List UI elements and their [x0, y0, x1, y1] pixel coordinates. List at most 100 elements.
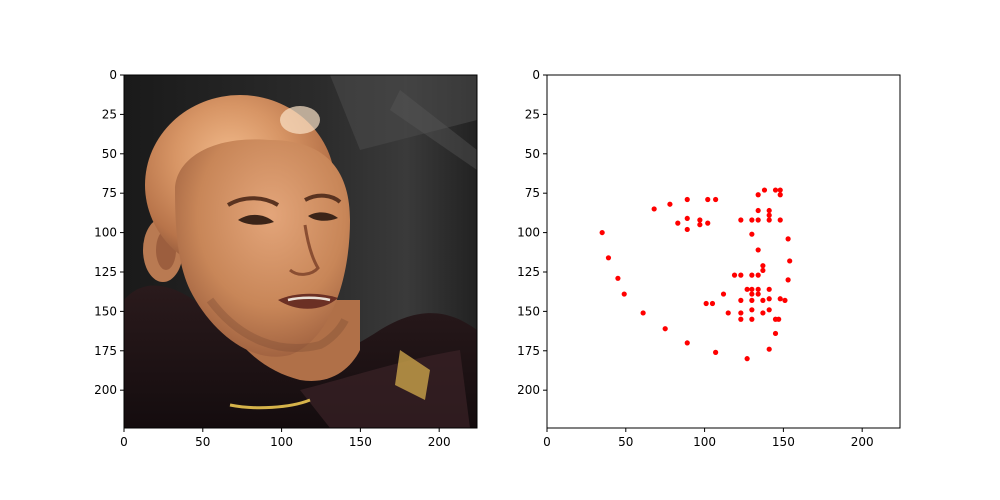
landmark-point — [667, 201, 673, 207]
landmark-point — [713, 349, 719, 355]
landmark-point — [749, 231, 755, 237]
landmark-point — [720, 291, 727, 297]
scatter-points — [599, 187, 793, 362]
landmark-point — [761, 187, 768, 193]
landmark-point — [738, 297, 744, 303]
landmark-point — [772, 187, 779, 193]
landmark-point — [709, 300, 716, 307]
image-y-tick-label: 200 — [94, 383, 117, 397]
landmark-point — [766, 286, 772, 292]
scatter-panel: 0 50 100 150 200 0 25 50 75 100 125 150 175 200 — [517, 68, 901, 449]
landmark-point — [697, 222, 703, 228]
image-y-tick-label: 25 — [102, 107, 117, 121]
landmark-point — [766, 346, 772, 352]
landmark-point — [777, 217, 783, 223]
image-y-tick-label: 175 — [94, 344, 117, 358]
landmark-point — [605, 255, 612, 261]
landmark-point — [755, 192, 761, 198]
landmark-point — [738, 272, 744, 278]
image-x-ticks: 0 50 100 150 200 — [120, 428, 451, 449]
landmark-point — [755, 207, 761, 214]
image-y-tick-label: 125 — [94, 265, 117, 279]
landmark-point — [651, 206, 657, 212]
landmark-point — [684, 196, 690, 203]
landmark-point — [755, 286, 761, 292]
landmark-point — [738, 217, 744, 223]
landmark-point — [749, 316, 755, 322]
landmark-point — [760, 263, 766, 269]
landmark-point — [777, 296, 783, 302]
landmark-point — [777, 192, 783, 198]
image-x-tick-label: 0 — [120, 435, 128, 449]
landmark-point — [615, 275, 621, 281]
landmark-point — [766, 217, 772, 223]
scatter-y-tick-label: 100 — [517, 226, 540, 240]
landmark-point — [755, 291, 761, 297]
landmark-point — [705, 220, 711, 226]
landmark-point — [738, 310, 744, 316]
landmark-point — [760, 310, 766, 316]
landmark-point — [705, 196, 711, 203]
landmark-point — [731, 272, 738, 278]
landmark-point — [772, 316, 779, 322]
landmark-point — [675, 220, 681, 226]
landmark-point — [703, 300, 709, 307]
scatter-y-tick-label: 0 — [532, 68, 540, 82]
landmark-point — [621, 291, 627, 297]
landmark-point — [787, 258, 793, 264]
landmark-point — [772, 330, 779, 337]
landmark-point — [785, 277, 791, 283]
landmark-point — [744, 356, 750, 362]
image-y-tick-label: 50 — [102, 147, 117, 161]
face-photo — [124, 75, 477, 428]
landmark-point — [749, 217, 755, 223]
landmark-point — [755, 272, 761, 278]
scatter-x-tick-label: 0 — [543, 435, 551, 449]
landmark-point — [749, 291, 755, 297]
image-axes-frame — [123, 74, 478, 429]
scatter-y-tick-label: 25 — [525, 107, 540, 121]
scatter-y-tick-label: 150 — [517, 304, 540, 318]
landmark-point — [684, 215, 690, 222]
landmark-point — [744, 286, 750, 292]
image-x-tick-label: 150 — [349, 435, 372, 449]
scatter-axes-frame — [546, 74, 901, 429]
landmark-point — [760, 297, 766, 303]
scatter-y-tick-label: 50 — [525, 147, 540, 161]
landmark-point — [782, 297, 788, 303]
image-y-tick-label: 150 — [94, 304, 117, 318]
landmark-point — [662, 326, 668, 332]
landmark-point — [755, 217, 761, 223]
landmark-point — [749, 297, 755, 303]
landmark-point — [738, 316, 744, 322]
landmark-point — [760, 267, 766, 274]
landmark-point — [749, 307, 755, 313]
landmark-point — [640, 310, 646, 316]
scatter-x-ticks: 0 50 100 150 200 — [543, 428, 874, 449]
landmark-point — [684, 340, 690, 346]
scatter-y-tick-label: 125 — [517, 265, 540, 279]
landmark-point — [766, 212, 772, 218]
landmark-point — [599, 229, 605, 236]
landmark-point — [725, 310, 731, 316]
scatter-x-tick-label: 50 — [618, 435, 633, 449]
image-x-tick-label: 200 — [428, 435, 451, 449]
landmark-point — [766, 307, 772, 313]
scatter-y-ticks: 0 25 50 75 100 125 150 175 200 — [517, 68, 547, 397]
landmark-point — [766, 207, 772, 214]
scatter-y-tick-label: 75 — [525, 186, 540, 200]
landmark-point — [749, 286, 755, 292]
image-panel: 0 50 100 150 200 0 25 50 75 100 125 150 175 200 — [94, 68, 478, 449]
scatter-y-tick-label: 175 — [517, 344, 540, 358]
image-y-tick-label: 100 — [94, 226, 117, 240]
scatter-x-tick-label: 100 — [693, 435, 716, 449]
landmark-point — [755, 247, 761, 253]
landmark-point — [766, 296, 772, 302]
landmark-point — [697, 217, 703, 223]
scatter-x-tick-label: 150 — [772, 435, 795, 449]
scatter-plot-area — [547, 75, 900, 428]
image-x-tick-label: 50 — [195, 435, 210, 449]
scatter-y-tick-label: 200 — [517, 383, 540, 397]
landmark-point — [684, 226, 690, 233]
